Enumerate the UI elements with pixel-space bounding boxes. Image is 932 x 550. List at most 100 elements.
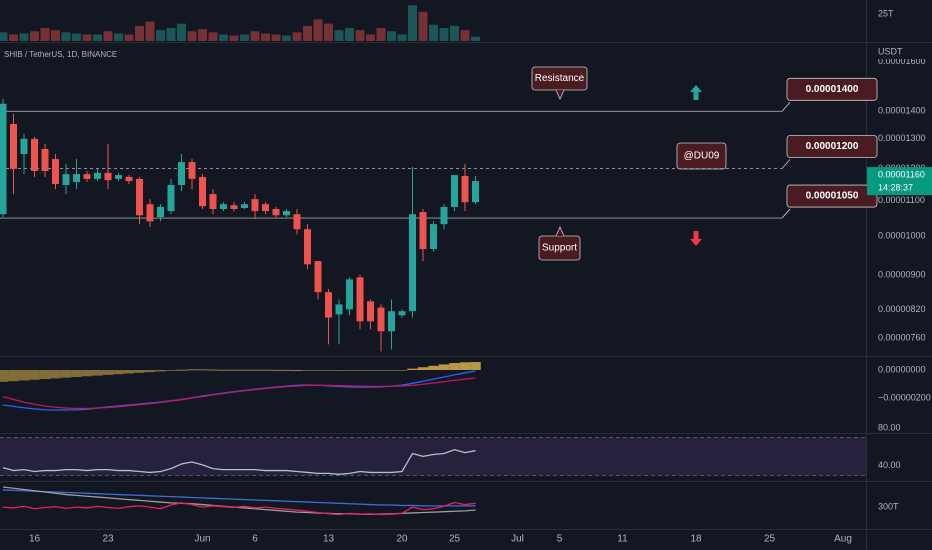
volume-bar xyxy=(429,24,438,41)
level-label-box xyxy=(786,77,878,101)
volume-bar xyxy=(366,34,375,41)
volume-bar xyxy=(408,5,417,41)
macd-histogram-bar xyxy=(407,368,418,371)
annotation-text: Support xyxy=(542,243,577,254)
macd-histogram-bar xyxy=(249,369,261,371)
x-tick-label: Jul xyxy=(511,534,524,545)
volume-bar xyxy=(313,19,323,41)
macd-histogram-bar xyxy=(239,369,250,371)
macd-histogram-bar xyxy=(396,370,408,371)
volume-bar xyxy=(324,23,333,41)
macd-histogram-bar xyxy=(60,370,72,378)
volume-bar xyxy=(30,31,39,41)
candle-body xyxy=(272,208,280,216)
macd-histogram-bar xyxy=(186,369,198,371)
y-tick-label: 40.00 xyxy=(878,460,901,470)
candle-body xyxy=(125,176,133,182)
macd-histogram-bar xyxy=(260,369,271,371)
macd-histogram-bar xyxy=(449,363,460,371)
level-pointer xyxy=(781,159,791,169)
currency: USDT xyxy=(878,46,903,56)
volume-bar xyxy=(93,34,102,41)
candle-body xyxy=(220,204,227,209)
volume-bar xyxy=(166,28,176,41)
y-tick-label: 0.00000820 xyxy=(878,304,926,314)
candle-body xyxy=(283,211,290,216)
candle-body xyxy=(398,311,406,316)
macd-histogram-bar xyxy=(218,369,229,371)
candle-body xyxy=(346,279,353,310)
macd-histogram-bar xyxy=(197,369,208,371)
macd-histogram-bar xyxy=(8,370,19,382)
y-tick-label: 0.00001100 xyxy=(878,195,925,205)
rsi-band xyxy=(0,437,866,476)
candle-body xyxy=(52,159,59,184)
support-annotation: Support xyxy=(538,226,581,261)
volume-bar xyxy=(208,32,218,41)
macd-histogram-bar xyxy=(281,369,292,371)
candle-body xyxy=(104,172,112,181)
annotation-box xyxy=(676,142,727,170)
candle-body xyxy=(199,176,206,207)
volume-bar xyxy=(51,30,60,41)
macd-histogram-bar xyxy=(302,370,313,371)
volume-bar xyxy=(82,34,92,41)
candle-body xyxy=(178,162,185,185)
macd-histogram-bar xyxy=(428,365,439,371)
macd-histogram-bar xyxy=(81,370,93,377)
volume-bar xyxy=(61,32,71,41)
level-pointer xyxy=(781,208,791,219)
volume-bar xyxy=(450,25,459,41)
x-tick-label: 23 xyxy=(102,534,114,545)
annotation-pointer xyxy=(555,226,565,237)
currency-label: USDT xyxy=(867,43,932,59)
macd-histogram-bar xyxy=(134,370,145,373)
volume-bar xyxy=(103,31,113,41)
level-label-box xyxy=(786,135,878,158)
candle-body xyxy=(304,229,311,265)
candle-body xyxy=(73,174,80,183)
last-price-box xyxy=(867,167,932,196)
x-tick-label: 20 xyxy=(396,534,408,545)
volume-bar xyxy=(240,34,249,41)
candle-body xyxy=(419,212,427,250)
volume-bar xyxy=(282,35,291,41)
candle-body xyxy=(209,194,217,209)
volume-bar xyxy=(292,32,302,41)
candle-body xyxy=(157,206,164,218)
macd-histogram-bar xyxy=(375,370,387,371)
volume-bar xyxy=(9,34,18,41)
candle-body xyxy=(262,204,269,212)
volume-bar xyxy=(156,30,165,41)
resistance-annotation: Resistance xyxy=(531,66,588,100)
macd-histogram-bar xyxy=(417,367,429,371)
macd-histogram-bar xyxy=(438,364,450,371)
candle-body xyxy=(251,199,259,212)
up-arrow xyxy=(690,85,702,100)
macd-histogram-bar xyxy=(39,370,51,380)
level-label-box xyxy=(786,184,878,208)
candle-body xyxy=(136,178,143,216)
y-tick-label: 0.00001000 xyxy=(878,231,926,241)
macd-histogram-bar xyxy=(102,370,114,375)
volume-bar xyxy=(145,21,155,41)
volume-bar xyxy=(135,25,144,41)
candle-body xyxy=(461,176,469,203)
candle-body xyxy=(409,214,416,312)
candle-body xyxy=(83,174,91,179)
lower-line xyxy=(2,501,476,516)
candle-body xyxy=(167,184,175,212)
x-tick-label: Jun xyxy=(194,534,210,545)
macd-histogram-bar xyxy=(0,370,9,382)
volume-bar xyxy=(387,31,396,41)
candle-body xyxy=(440,206,448,225)
volume-bar xyxy=(471,36,480,41)
candle-body xyxy=(388,311,395,332)
annotation-text: @DU09 xyxy=(684,151,720,162)
macd-histogram-bar xyxy=(365,370,376,371)
rsi-line xyxy=(2,449,476,475)
